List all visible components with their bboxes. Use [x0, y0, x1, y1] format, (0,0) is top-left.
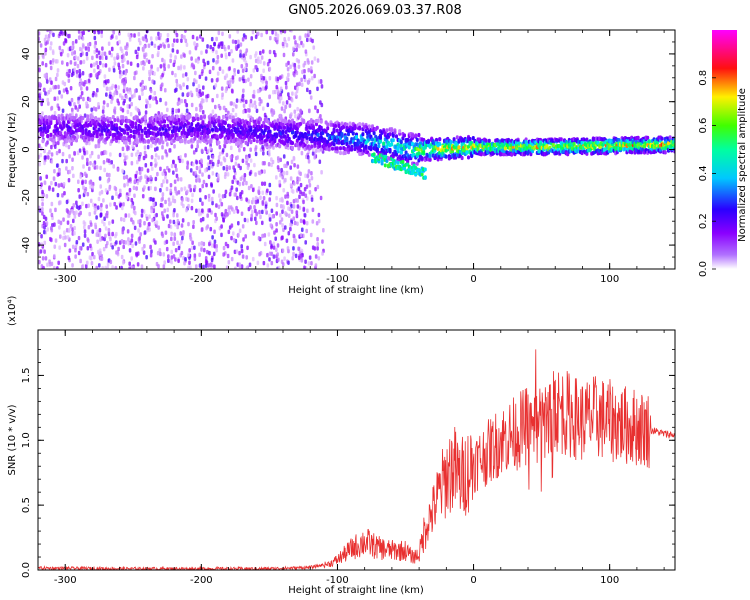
snr-ticks: -300 -200 -100 0 100 0.0 0.5 1.0 1.5: [21, 330, 675, 586]
y-tick-label: 0: [21, 146, 32, 152]
snr-panel: -300 -200 -100 0 100 0.0 0.5 1.0 1.5 Height of s…: [7, 295, 676, 596]
y-tick-label: 1.0: [21, 432, 32, 448]
y-tick-label: 40: [21, 48, 32, 61]
y-tick-label: -20: [21, 189, 32, 205]
y-tick-label: -40: [21, 237, 32, 253]
x-tick-label: -200: [190, 274, 213, 285]
x-tick-label: -100: [326, 575, 349, 586]
x-tick-label: 0: [470, 575, 476, 586]
y-tick-label: 0.5: [21, 497, 32, 513]
colorbar-scale: [712, 30, 737, 269]
colorbar-tick-label: 0.2: [698, 213, 709, 229]
snr-plot-area: [38, 330, 675, 570]
x-tick-label: 0: [470, 274, 476, 285]
spectrogram-ylabel: Frequency (Hz): [7, 112, 18, 188]
snr-xlabel: Height of straight line (km): [288, 585, 424, 596]
spectrogram-xlabel: Height of straight line (km): [288, 285, 424, 296]
chart-title: GN05.2026.069.03.37.R08: [288, 3, 462, 18]
x-tick-label: -100: [326, 274, 349, 285]
frequency-ridge: [38, 113, 675, 180]
x-tick-label: 100: [600, 274, 619, 285]
snr-ylabel: SNR (10 * v/v): [7, 404, 18, 475]
colorbar: 0.0 0.2 0.4 0.6 0.8 Normalized spectral ampl…: [698, 30, 748, 277]
y-tick-label: 20: [21, 95, 32, 108]
snr-scale-label: (x10⁴): [7, 295, 18, 326]
colorbar-label: Normalized spectral amplitude: [737, 88, 748, 242]
x-tick-label: 100: [600, 575, 619, 586]
noise-speckle: [38, 30, 325, 269]
colorbar-tick-label: 0.6: [698, 118, 709, 134]
spectrogram-heatmap: [38, 30, 675, 269]
y-tick-label: 1.5: [21, 367, 32, 383]
colorbar-tick-label: 0.8: [698, 70, 709, 86]
colorbar-tick-label: 0.0: [698, 261, 709, 277]
x-tick-label: -300: [54, 274, 77, 285]
snr-frame: [37, 329, 676, 571]
colorbar-tick-label: 0.4: [698, 165, 709, 181]
x-tick-label: -200: [190, 575, 213, 586]
y-tick-label: 0.0: [21, 562, 32, 578]
colorbar-ticks: 0.0 0.2 0.4 0.6 0.8: [698, 70, 716, 277]
snr-series-line: [38, 349, 675, 570]
x-tick-label: -300: [54, 575, 77, 586]
